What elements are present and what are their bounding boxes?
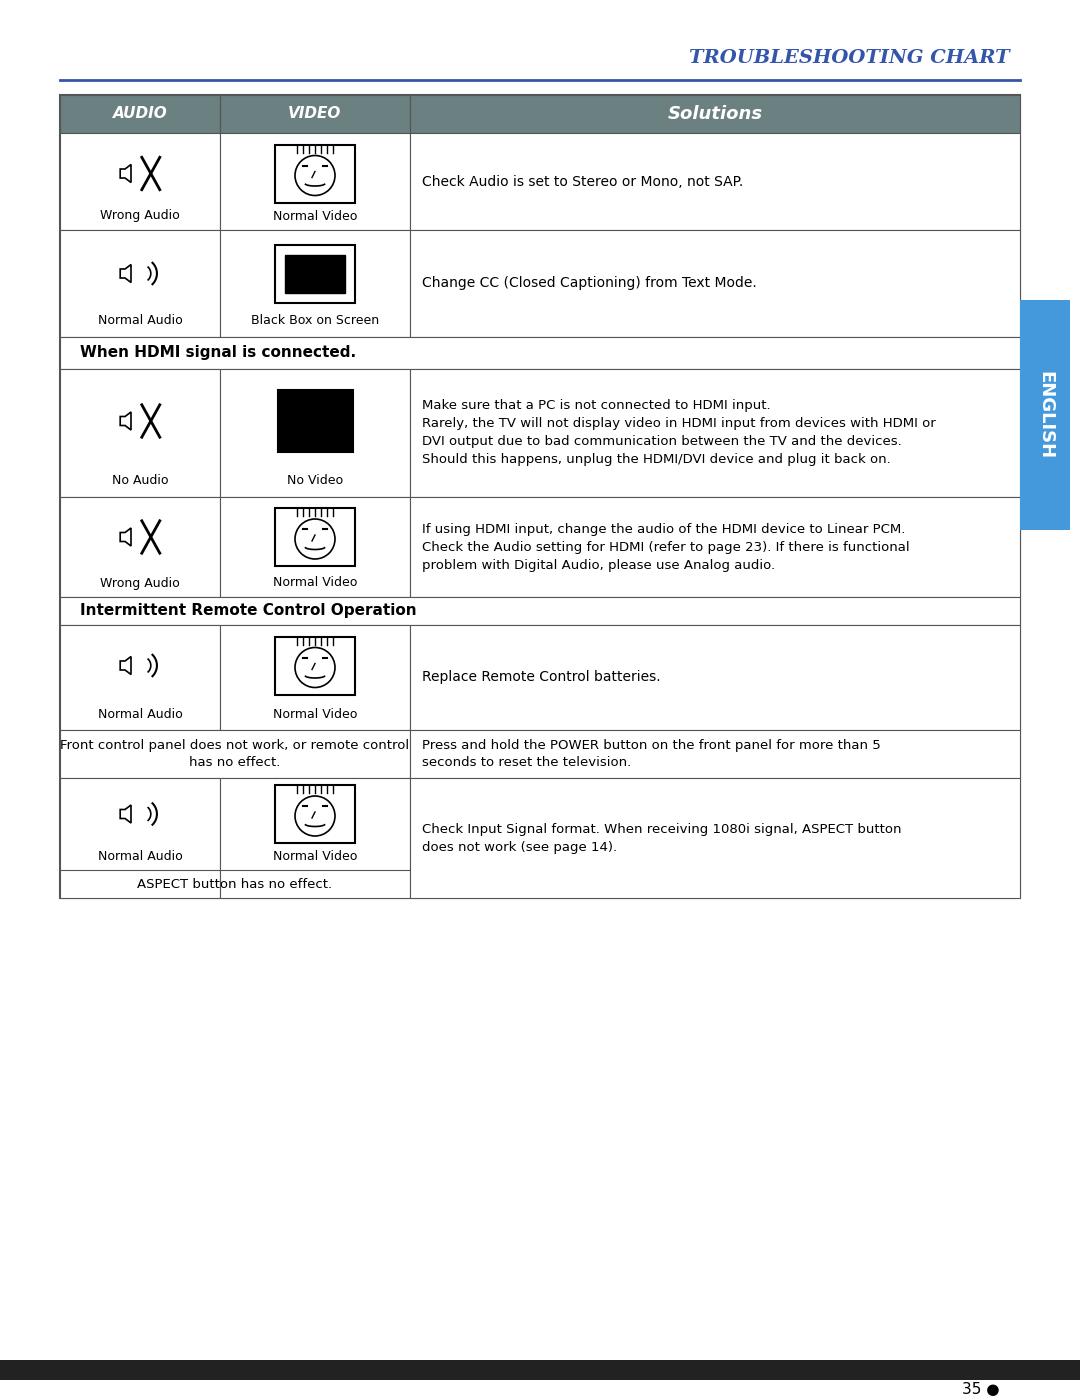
Bar — [410, 95, 1020, 133]
Bar — [60, 597, 1020, 624]
Text: TROUBLESHOOTING CHART: TROUBLESHOOTING CHART — [689, 49, 1010, 67]
Text: No Video: No Video — [287, 475, 343, 488]
Text: Change CC (Closed Captioning) from Text Mode.: Change CC (Closed Captioning) from Text … — [422, 277, 757, 291]
Text: If using HDMI input, change the audio of the HDMI device to Linear PCM.
Check th: If using HDMI input, change the audio of… — [422, 522, 909, 571]
Bar — [220, 624, 410, 731]
Text: 35 ●: 35 ● — [962, 1383, 1000, 1397]
Bar — [1020, 300, 1070, 529]
Bar — [410, 231, 1020, 337]
Bar — [275, 785, 355, 842]
Bar — [410, 624, 1020, 731]
Bar — [60, 778, 220, 898]
Bar — [275, 144, 355, 203]
Polygon shape — [120, 412, 131, 430]
Bar — [60, 95, 220, 133]
Text: Normal Video: Normal Video — [273, 707, 357, 721]
Bar — [60, 497, 220, 597]
Polygon shape — [120, 165, 131, 183]
Text: Normal Video: Normal Video — [273, 577, 357, 590]
Text: Black Box on Screen: Black Box on Screen — [251, 314, 379, 327]
Bar — [410, 369, 1020, 497]
Text: AUDIO: AUDIO — [112, 106, 167, 122]
Text: Normal Audio: Normal Audio — [97, 314, 183, 327]
Text: VIDEO: VIDEO — [288, 106, 341, 122]
Text: Normal Video: Normal Video — [273, 849, 357, 862]
Text: ASPECT button has no effect.: ASPECT button has no effect. — [137, 877, 333, 890]
Bar — [285, 254, 345, 292]
Bar — [220, 778, 410, 898]
Bar — [220, 95, 410, 133]
Bar — [410, 133, 1020, 231]
Text: Solutions: Solutions — [667, 105, 762, 123]
Text: ENGLISH: ENGLISH — [1036, 372, 1054, 460]
Bar — [275, 637, 355, 694]
Text: Check Input Signal format. When receiving 1080i signal, ASPECT button
does not w: Check Input Signal format. When receivin… — [422, 823, 902, 854]
Text: Wrong Audio: Wrong Audio — [100, 210, 180, 222]
Bar — [278, 390, 352, 453]
Bar — [60, 231, 220, 337]
Text: Wrong Audio: Wrong Audio — [100, 577, 180, 590]
Bar — [60, 133, 220, 231]
Bar — [220, 231, 410, 337]
Bar — [220, 369, 410, 497]
Polygon shape — [120, 528, 131, 546]
Text: Check Audio is set to Stereo or Mono, not SAP.: Check Audio is set to Stereo or Mono, no… — [422, 175, 743, 189]
Bar — [410, 778, 1020, 898]
Bar — [60, 337, 1020, 369]
Text: Replace Remote Control batteries.: Replace Remote Control batteries. — [422, 671, 661, 685]
Bar — [60, 731, 410, 778]
Bar — [60, 369, 220, 497]
Text: No Audio: No Audio — [111, 475, 168, 488]
Bar — [0, 1361, 1080, 1380]
Bar — [220, 497, 410, 597]
Text: Normal Audio: Normal Audio — [97, 707, 183, 721]
Polygon shape — [120, 805, 131, 823]
Text: Normal Audio: Normal Audio — [97, 849, 183, 862]
Bar — [220, 133, 410, 231]
Text: Press and hold the POWER button on the front panel for more than 5
seconds to re: Press and hold the POWER button on the f… — [422, 739, 881, 770]
Text: Normal Video: Normal Video — [273, 210, 357, 222]
Text: Make sure that a PC is not connected to HDMI input.
Rarely, the TV will not disp: Make sure that a PC is not connected to … — [422, 400, 935, 467]
Bar — [60, 624, 220, 731]
Bar — [275, 244, 355, 303]
Text: Intermittent Remote Control Operation: Intermittent Remote Control Operation — [80, 604, 417, 619]
Polygon shape — [120, 264, 131, 282]
Text: When HDMI signal is connected.: When HDMI signal is connected. — [80, 345, 356, 360]
Bar — [410, 497, 1020, 597]
Polygon shape — [120, 657, 131, 675]
Bar — [60, 95, 1020, 898]
Bar — [275, 509, 355, 566]
Bar — [410, 731, 1020, 778]
Text: Front control panel does not work, or remote control
has no effect.: Front control panel does not work, or re… — [60, 739, 409, 770]
